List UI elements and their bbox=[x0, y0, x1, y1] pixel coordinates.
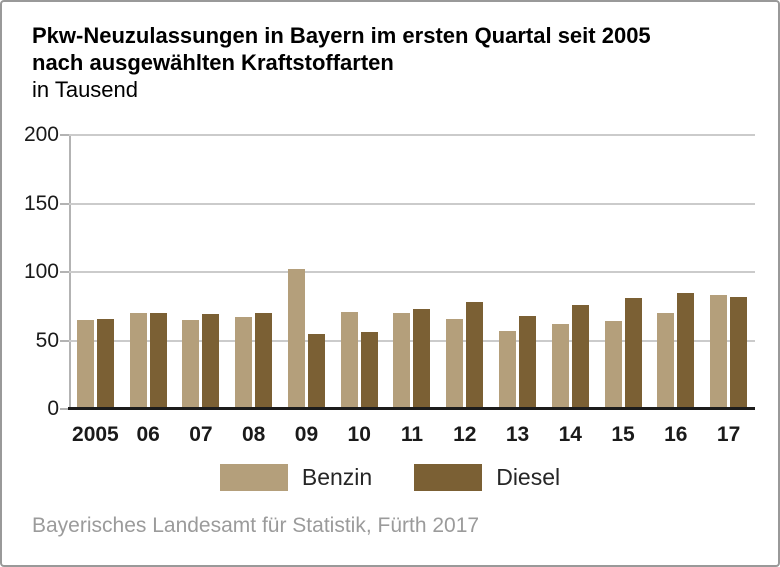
bar-benzin-09 bbox=[287, 269, 305, 409]
bar-benzin-06 bbox=[129, 313, 147, 409]
x-axis-label-07: 07 bbox=[189, 423, 213, 446]
bar-pair-17 bbox=[710, 135, 748, 409]
x-axis-label-08: 08 bbox=[242, 423, 266, 446]
bar-groups: 2005 06 07 08 09 10 11 12 13 14 15 16 17 bbox=[69, 135, 755, 446]
bar-diesel-13 bbox=[519, 315, 536, 409]
x-axis-label-06: 06 bbox=[136, 423, 160, 446]
bar-group-16: 16 bbox=[649, 135, 702, 446]
chart-title-line2: nach ausgewählten Kraftstoffarten bbox=[32, 50, 394, 75]
gridline-100 bbox=[69, 271, 755, 273]
y-tick-50 bbox=[60, 339, 69, 342]
bar-group-07: 07 bbox=[175, 135, 228, 446]
y-axis-label-100: 100 bbox=[23, 260, 59, 283]
bar-benzin-15 bbox=[604, 321, 622, 409]
bar-pair-12 bbox=[446, 135, 484, 409]
bar-diesel-11 bbox=[413, 309, 431, 409]
y-axis-label-200: 200 bbox=[23, 123, 59, 146]
y-tick-200 bbox=[60, 134, 69, 136]
chart-legend: Benzin Diesel bbox=[2, 464, 778, 491]
bar-group-06: 06 bbox=[122, 135, 175, 446]
bar-group-09: 09 bbox=[280, 135, 333, 446]
benzin-swatch-icon bbox=[219, 464, 288, 491]
legend-label-diesel: Diesel bbox=[496, 464, 561, 490]
bar-benzin-12 bbox=[446, 318, 464, 409]
y-axis-label-50: 50 bbox=[35, 328, 59, 352]
diesel-swatch-icon bbox=[414, 464, 483, 491]
bar-benzin-17 bbox=[710, 295, 728, 409]
gridline-200 bbox=[69, 134, 755, 136]
bar-group-17: 17 bbox=[702, 135, 755, 446]
x-axis-label-15: 15 bbox=[611, 423, 635, 446]
bar-pair-08 bbox=[235, 135, 273, 409]
y-tick-100 bbox=[60, 271, 69, 273]
bar-diesel-09 bbox=[307, 333, 325, 409]
chart-subtitle: in Tausend bbox=[32, 77, 139, 102]
bar-pair-2005 bbox=[76, 135, 114, 409]
bar-diesel-16 bbox=[677, 292, 695, 409]
bar-pair-11 bbox=[393, 135, 431, 409]
legend-item-diesel: Diesel bbox=[414, 464, 560, 491]
bar-pair-15 bbox=[604, 135, 642, 409]
bar-group-10: 10 bbox=[333, 135, 386, 446]
gridline-150 bbox=[69, 202, 755, 205]
bar-pair-07 bbox=[182, 135, 220, 409]
legend-label-benzin: Benzin bbox=[301, 464, 373, 490]
legend-item-benzin: Benzin bbox=[219, 464, 373, 491]
bar-pair-06 bbox=[129, 135, 167, 409]
bar-benzin-10 bbox=[340, 311, 358, 409]
x-axis-label-13: 13 bbox=[505, 423, 530, 446]
bar-benzin-07 bbox=[182, 319, 200, 409]
bar-benzin-2005 bbox=[76, 319, 94, 409]
x-axis-label-09: 09 bbox=[294, 423, 319, 446]
y-tick-150 bbox=[60, 202, 69, 205]
bar-group-14: 14 bbox=[544, 135, 597, 446]
y-axis-label-0: 0 bbox=[47, 397, 59, 420]
bar-pair-16 bbox=[657, 135, 695, 409]
bar-diesel-12 bbox=[466, 302, 484, 409]
bar-diesel-2005 bbox=[96, 318, 114, 409]
x-axis-label-10: 10 bbox=[347, 423, 371, 446]
bar-group-08: 08 bbox=[227, 135, 280, 446]
bar-diesel-07 bbox=[202, 314, 220, 409]
bar-diesel-10 bbox=[360, 332, 378, 409]
bar-diesel-08 bbox=[255, 313, 273, 409]
gridline-50 bbox=[69, 339, 755, 342]
bar-diesel-17 bbox=[730, 296, 748, 409]
bar-benzin-13 bbox=[499, 330, 516, 409]
bar-pair-14 bbox=[551, 135, 589, 409]
x-axis-label-11: 11 bbox=[400, 423, 424, 446]
x-axis-label-12: 12 bbox=[453, 423, 477, 446]
x-axis-label-17: 17 bbox=[716, 423, 741, 446]
bar-benzin-11 bbox=[393, 313, 411, 409]
bar-group-13: 13 bbox=[491, 135, 544, 446]
bar-diesel-06 bbox=[149, 313, 167, 409]
x-axis-label-14: 14 bbox=[558, 423, 582, 446]
chart-header: Pkw-Neuzulassungen in Bayern im ersten Q… bbox=[32, 22, 758, 103]
bar-pair-13 bbox=[499, 135, 536, 409]
chart-title-line1: Pkw-Neuzulassungen in Bayern im ersten Q… bbox=[32, 23, 651, 48]
source-text: Bayerisches Landesamt für Statistik, Für… bbox=[32, 514, 480, 537]
bar-diesel-14 bbox=[571, 304, 589, 409]
bar-group-11: 11 bbox=[386, 135, 439, 446]
bar-benzin-14 bbox=[551, 324, 569, 409]
bar-group-15: 15 bbox=[597, 135, 650, 446]
bar-pair-09 bbox=[287, 135, 325, 409]
gridline-0 bbox=[68, 407, 755, 410]
x-axis-label-2005: 2005 bbox=[72, 423, 119, 446]
x-axis-label-16: 16 bbox=[664, 423, 688, 446]
y-axis-label-150: 150 bbox=[23, 191, 59, 215]
bar-benzin-08 bbox=[235, 317, 253, 409]
bar-pair-10 bbox=[340, 135, 378, 409]
plot-area: 2005 06 07 08 09 10 11 12 13 14 15 16 17 0 50 100 150 20… bbox=[24, 123, 755, 446]
y-tick-0 bbox=[60, 408, 69, 410]
bar-group-12: 12 bbox=[438, 135, 491, 446]
bar-group-2005: 2005 bbox=[69, 135, 122, 446]
bar-diesel-15 bbox=[624, 298, 642, 409]
bar-benzin-16 bbox=[657, 313, 675, 409]
